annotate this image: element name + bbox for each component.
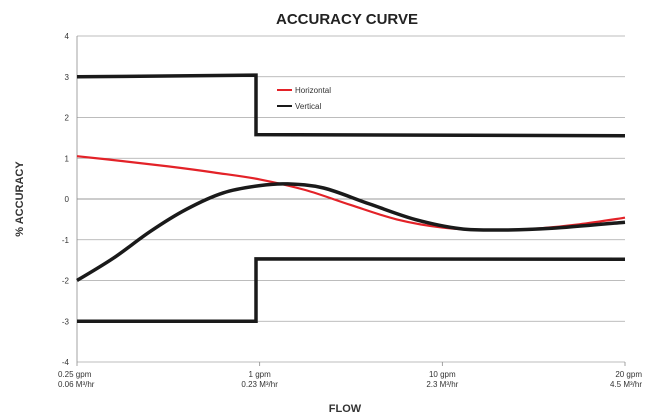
y-axis-label: % ACCURACY xyxy=(14,161,26,237)
x-tick-label-flow-gpm: 10 gpm xyxy=(429,370,456,379)
y-tick-label: 4 xyxy=(65,32,70,41)
legend: Horizontal Vertical xyxy=(277,86,331,111)
y-tick-label: -2 xyxy=(62,277,70,286)
x-tick-label-flow-m3hr: 2.3 M³/hr xyxy=(426,380,458,389)
chart-title: ACCURACY CURVE xyxy=(276,11,418,28)
series-line-horizontal xyxy=(76,155,626,232)
y-tick-label: 3 xyxy=(65,73,70,82)
x-axis-label: FLOW xyxy=(329,403,362,415)
series-line-vertical xyxy=(76,182,626,282)
upper-limit-line xyxy=(76,73,626,138)
legend-label-horizontal: Horizontal xyxy=(295,86,331,95)
y-tick-label: 2 xyxy=(65,114,70,123)
series-lines xyxy=(76,155,626,282)
x-tick-label-flow-m3hr: 0.23 M³/hr xyxy=(241,380,278,389)
x-tick-label-flow-m3hr: 4.5 M³/hr xyxy=(610,380,642,389)
x-tick-label-flow-gpm: 1 gpm xyxy=(249,370,272,379)
y-tick-label: 0 xyxy=(65,195,70,204)
legend-label-vertical: Vertical xyxy=(295,102,321,111)
y-tick-label: -4 xyxy=(62,358,70,367)
x-tick-label-flow-m3hr: 0.06 M³/hr xyxy=(58,380,95,389)
limit-lines xyxy=(76,73,626,324)
lower-limit-line xyxy=(77,257,626,324)
y-tick-label: 1 xyxy=(65,154,70,163)
y-tick-label: -3 xyxy=(62,317,70,326)
x-tick-label-flow-gpm: 0.25 gpm xyxy=(58,370,92,379)
x-tick-label-flow-gpm: 20 gpm xyxy=(615,370,642,379)
y-tick-label: -1 xyxy=(62,236,70,245)
y-ticks: 4 3 2 1 0 -1 -2 -3 -4 xyxy=(62,32,70,367)
